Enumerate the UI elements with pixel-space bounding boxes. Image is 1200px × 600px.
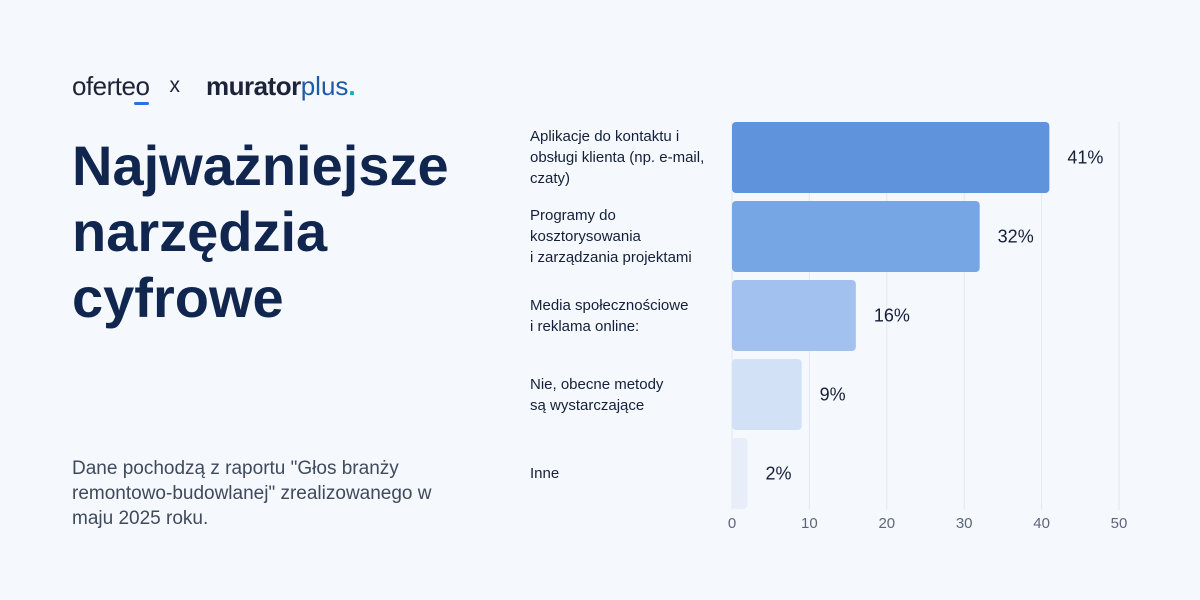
- logo-separator: x: [169, 74, 180, 97]
- logo-row: oferteo x muratorplus.: [72, 68, 356, 105]
- category-label: Media społecznościowe i reklama online:: [530, 296, 689, 335]
- x-tick-label: 40: [1033, 515, 1050, 532]
- bar: [732, 438, 748, 509]
- oferteo-logo: oferteo: [72, 71, 150, 105]
- muratorplus-logo: muratorplus.: [205, 70, 356, 101]
- data-label: 41%: [1067, 148, 1103, 168]
- category-label: Inne: [530, 465, 560, 482]
- x-tick-label: 10: [801, 515, 818, 532]
- x-tick-label: 20: [878, 515, 895, 532]
- data-label: 32%: [998, 227, 1034, 247]
- category-label: Aplikacje do kontaktu i obsługi klienta …: [530, 128, 705, 187]
- x-tick-label: 30: [956, 515, 973, 532]
- x-tick-label: 50: [1111, 515, 1128, 532]
- page-title: Najważniejsze narzędzia cyfrowe: [72, 134, 449, 329]
- data-label: 9%: [820, 385, 846, 405]
- x-tick-label: 0: [728, 515, 736, 532]
- category-label: Programy do kosztorysowania i zarządzani…: [530, 207, 692, 266]
- bar: [732, 359, 802, 430]
- category-label: Nie, obecne metody są wystarczające: [530, 375, 664, 414]
- data-label: 2%: [765, 464, 791, 484]
- data-label: 16%: [874, 306, 910, 326]
- bar: [732, 280, 856, 351]
- source-note: Dane pochodzą z raportu "Głos branży rem…: [72, 458, 432, 529]
- bar: [732, 201, 980, 272]
- bar: [732, 122, 1050, 193]
